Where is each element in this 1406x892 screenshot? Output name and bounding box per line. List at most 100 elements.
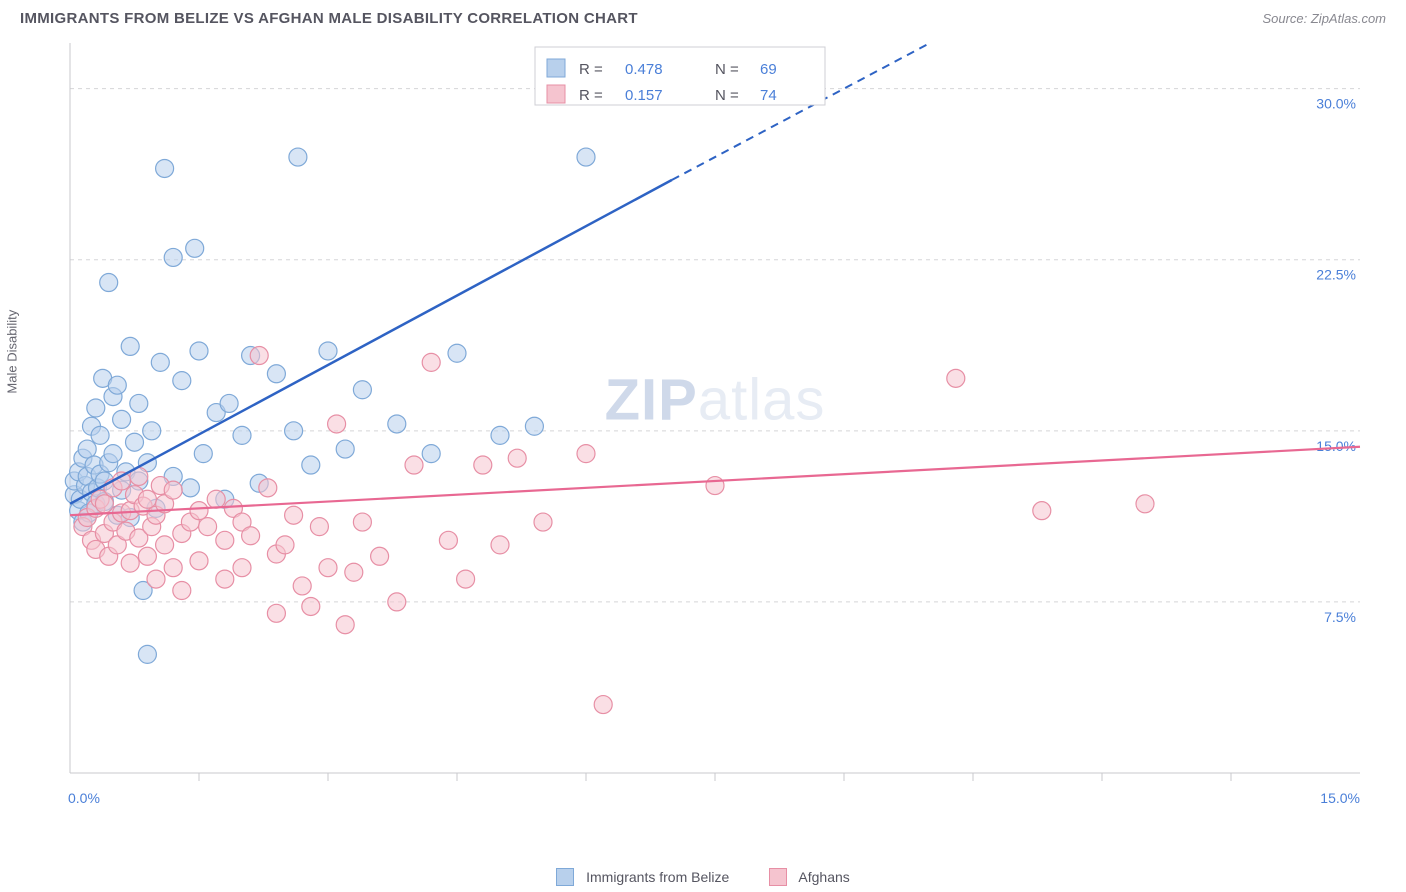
svg-text:30.0%: 30.0% (1316, 96, 1356, 112)
data-point (388, 593, 406, 611)
data-point (310, 518, 328, 536)
data-point (388, 415, 406, 433)
data-point (594, 696, 612, 714)
bottom-legend: Immigrants from Belize Afghans (0, 868, 1406, 886)
data-point (328, 415, 346, 433)
data-point (194, 445, 212, 463)
chart-title: IMMIGRANTS FROM BELIZE VS AFGHAN MALE DI… (20, 10, 638, 27)
data-point (164, 559, 182, 577)
data-point (199, 518, 217, 536)
data-point (285, 506, 303, 524)
data-point (1033, 502, 1051, 520)
data-point (289, 148, 307, 166)
data-point (405, 456, 423, 474)
data-point (113, 410, 131, 428)
data-point (457, 570, 475, 588)
data-point (138, 645, 156, 663)
data-point (302, 456, 320, 474)
data-point (319, 342, 337, 360)
data-point (422, 353, 440, 371)
data-point (91, 426, 109, 444)
data-point (151, 353, 169, 371)
data-point (422, 445, 440, 463)
svg-text:0.157: 0.157 (625, 87, 663, 104)
data-point (216, 570, 234, 588)
data-point (190, 342, 208, 360)
data-point (233, 559, 251, 577)
data-point (293, 577, 311, 595)
legend-label: Afghans (798, 869, 849, 885)
data-point (525, 417, 543, 435)
data-point (242, 527, 260, 545)
data-point (121, 554, 139, 572)
y-axis-label: Male Disability (5, 310, 20, 394)
data-point (220, 394, 238, 412)
data-point (233, 426, 251, 444)
data-point (276, 536, 294, 554)
data-point (130, 394, 148, 412)
data-point (371, 547, 389, 565)
svg-text:69: 69 (760, 61, 777, 78)
data-point (508, 449, 526, 467)
legend-swatch-pink (769, 868, 787, 886)
data-point (947, 369, 965, 387)
data-point (216, 531, 234, 549)
data-point (147, 570, 165, 588)
svg-text:7.5%: 7.5% (1324, 609, 1356, 625)
svg-text:R =: R = (579, 87, 603, 104)
svg-text:ZIPatlas: ZIPatlas (605, 367, 826, 432)
data-point (186, 239, 204, 257)
data-point (353, 513, 371, 531)
data-point (138, 547, 156, 565)
data-point (190, 552, 208, 570)
data-point (577, 148, 595, 166)
data-point (173, 372, 191, 390)
data-point (267, 604, 285, 622)
data-point (336, 440, 354, 458)
data-point (439, 531, 457, 549)
data-point (302, 597, 320, 615)
data-point (250, 347, 268, 365)
data-point (259, 479, 277, 497)
chart-area: Male Disability ZIPatlas7.5%15.0%22.5%30… (60, 33, 1386, 823)
data-point (706, 477, 724, 495)
data-point (181, 479, 199, 497)
data-point (126, 433, 144, 451)
svg-text:N =: N = (715, 87, 739, 104)
svg-text:R =: R = (579, 61, 603, 78)
data-point (104, 445, 122, 463)
data-point (121, 337, 139, 355)
data-point (285, 422, 303, 440)
svg-text:22.5%: 22.5% (1316, 267, 1356, 283)
svg-text:0.478: 0.478 (625, 61, 663, 78)
data-point (1136, 495, 1154, 513)
data-point (143, 422, 161, 440)
svg-text:15.0%: 15.0% (1320, 790, 1360, 806)
data-point (491, 426, 509, 444)
data-point (267, 365, 285, 383)
data-point (491, 536, 509, 554)
data-point (108, 376, 126, 394)
data-point (164, 248, 182, 266)
data-point (190, 502, 208, 520)
chart-source: Source: ZipAtlas.com (1262, 11, 1386, 26)
data-point (100, 274, 118, 292)
data-point (87, 399, 105, 417)
data-point (95, 495, 113, 513)
data-point (78, 440, 96, 458)
data-point (474, 456, 492, 474)
data-point (138, 490, 156, 508)
data-point (353, 381, 371, 399)
data-point (156, 159, 174, 177)
data-point (156, 536, 174, 554)
svg-text:15.0%: 15.0% (1316, 438, 1356, 454)
data-point (577, 445, 595, 463)
legend-swatch-blue (556, 868, 574, 886)
data-point (173, 582, 191, 600)
scatter-plot: ZIPatlas7.5%15.0%22.5%30.0%0.0%15.0%R =0… (60, 33, 1386, 823)
data-point (164, 481, 182, 499)
data-point (207, 490, 225, 508)
legend-item-afghans: Afghans (769, 868, 850, 886)
data-point (319, 559, 337, 577)
svg-text:N =: N = (715, 61, 739, 78)
